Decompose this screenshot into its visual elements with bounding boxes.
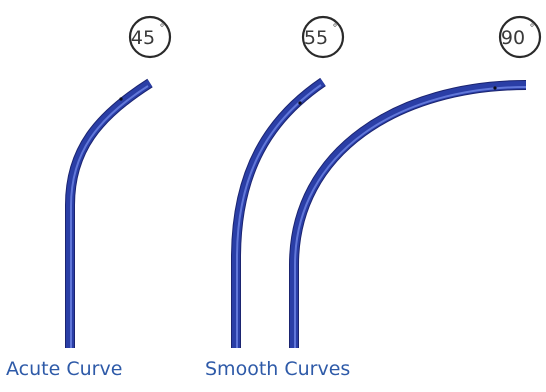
badge-value: 55 xyxy=(304,27,328,49)
tube-90 xyxy=(294,85,526,348)
acute-curve-caption: Acute Curve xyxy=(6,358,122,381)
tube-55 xyxy=(236,82,323,348)
angle-badge-90: 90 ° xyxy=(500,17,540,57)
degree-symbol: ° xyxy=(530,23,535,34)
tube-hole-90 xyxy=(493,86,496,89)
degree-symbol: ° xyxy=(160,23,165,34)
tube-45 xyxy=(70,83,150,348)
tube-hole-45 xyxy=(119,97,122,100)
degree-symbol: ° xyxy=(333,23,338,34)
angle-badge-45: 45 ° xyxy=(130,17,170,57)
tube-hole-55 xyxy=(298,101,301,104)
badge-value: 45 xyxy=(131,27,155,49)
badge-value: 90 xyxy=(501,27,525,49)
smooth-curves-caption: Smooth Curves xyxy=(205,358,350,381)
angle-badge-55: 55 ° xyxy=(303,17,343,57)
